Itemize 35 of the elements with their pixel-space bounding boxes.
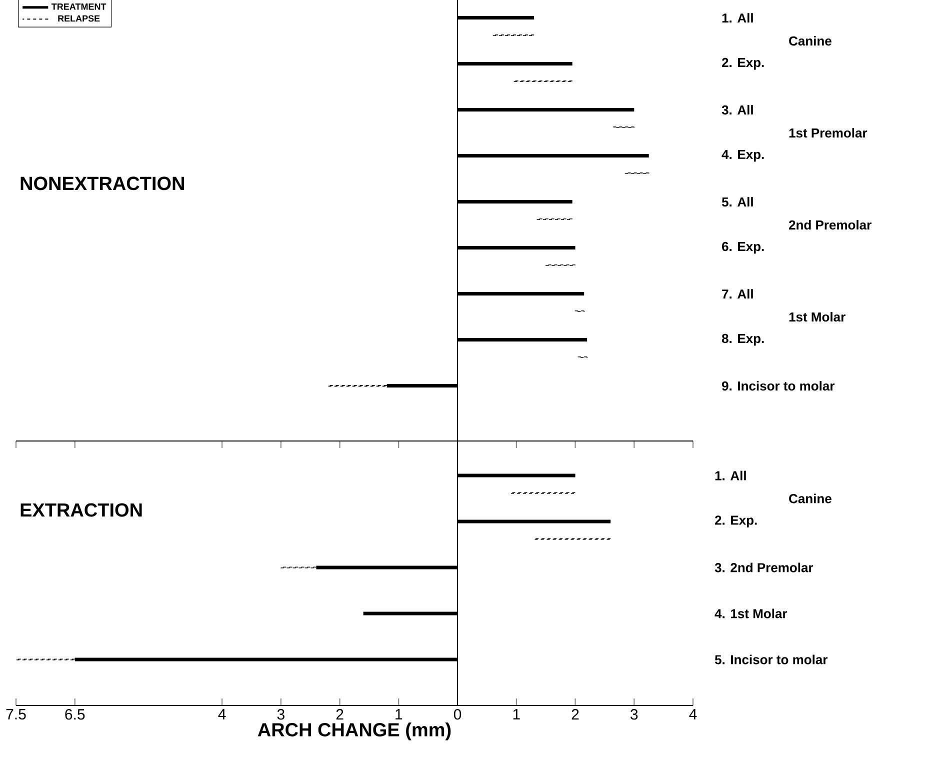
y-tick-label: 8. Exp. <box>722 334 764 346</box>
y-tick-label: 6. Exp. <box>722 242 764 254</box>
y-tick-label: 4. Exp. <box>722 150 764 162</box>
x-tick-label: 6.5 <box>65 709 85 720</box>
text: Canine <box>789 36 832 46</box>
y-tick-label: 4. 1st Molar <box>714 608 788 618</box>
y-tick-label: 1. All <box>722 13 753 23</box>
legend-label: RELAPSE <box>58 15 100 22</box>
text: 2nd Premolar <box>788 220 872 230</box>
text: EXTRACTION <box>20 503 142 517</box>
x-axis-title: ARCH CHANGE (mm) <box>258 722 451 740</box>
x-tick-label: 2 <box>336 709 344 720</box>
text: Canine <box>789 494 832 504</box>
text: 1st Premolar <box>789 128 868 138</box>
y-tick-label: 5. Incisor to molar <box>714 654 828 664</box>
text: 1st Molar <box>789 312 846 322</box>
y-tick-label: 3. All <box>722 105 753 115</box>
x-tick-label: 3 <box>630 709 638 720</box>
y-tick-label: 2. Exp. <box>722 58 764 70</box>
x-tick-label: 2 <box>572 709 579 720</box>
x-tick-label: 7.5 <box>6 709 26 720</box>
y-tick-label: 7. All <box>722 289 753 299</box>
y-tick-label: 3. 2nd Premolar <box>714 562 814 572</box>
x-tick-label: 4 <box>689 709 697 720</box>
x-tick-label: 4 <box>218 709 226 720</box>
y-tick-label: 5. All <box>722 197 753 207</box>
x-tick-label: 1 <box>513 709 520 720</box>
x-tick-label: 3 <box>277 709 284 720</box>
y-tick-label: 2. Exp. <box>714 516 757 528</box>
x-tick-label: 1 <box>396 709 402 720</box>
text: NONEXTRACTION <box>20 176 184 190</box>
y-tick-label: 1. All <box>715 470 746 480</box>
legend-label: TREATMENT <box>52 4 106 10</box>
x-tick-label: 0 <box>454 709 462 720</box>
y-tick-label: 9. Incisor to molar <box>722 381 835 391</box>
